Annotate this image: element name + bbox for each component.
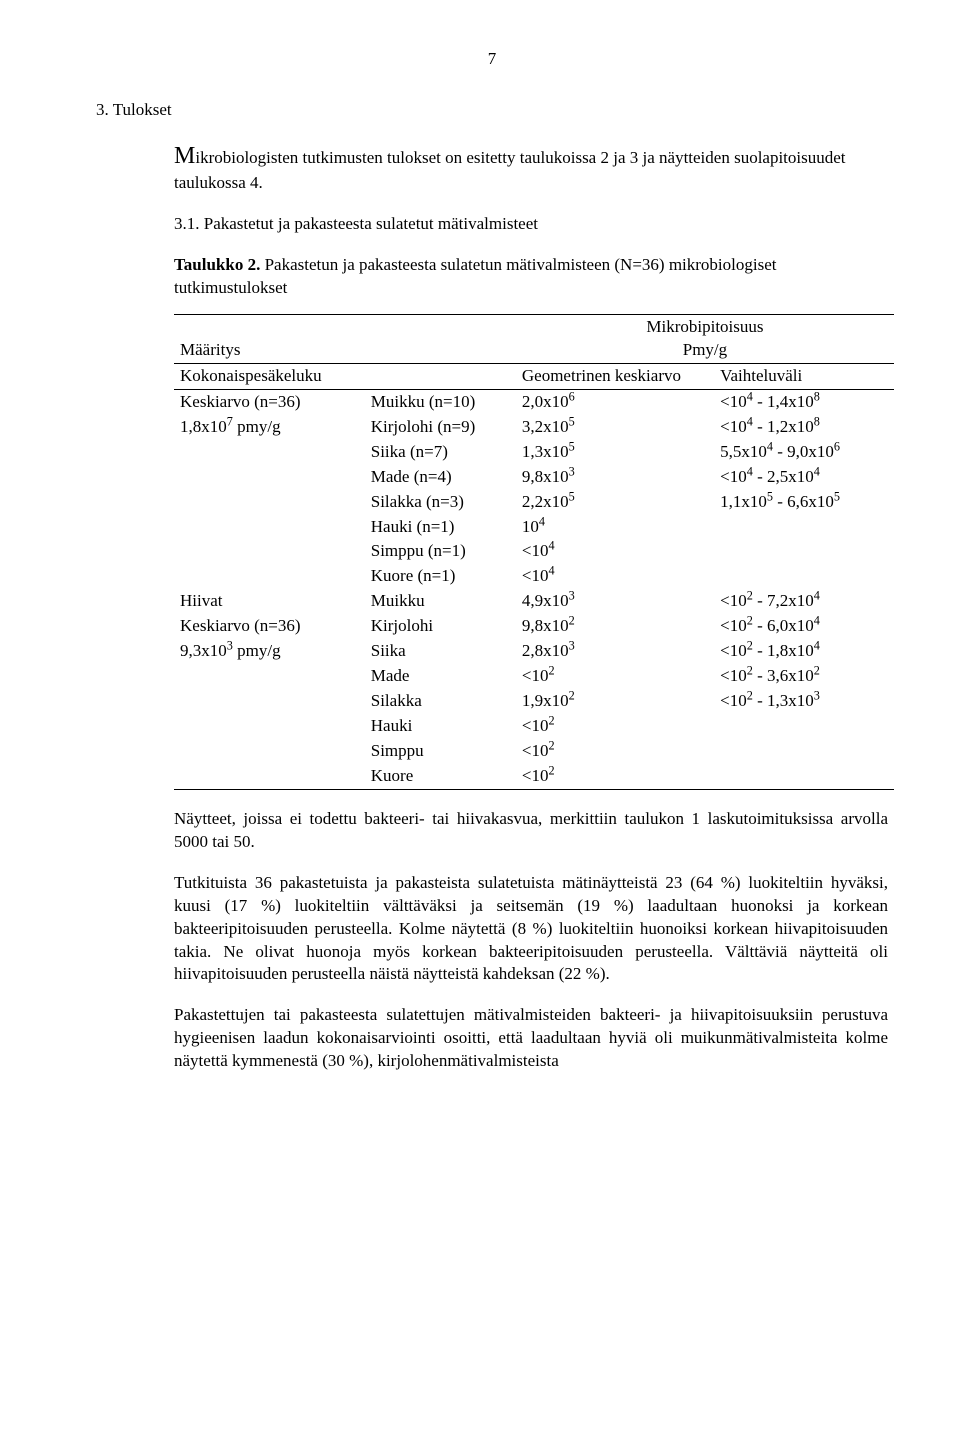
value: <102 [516,739,714,764]
page-number: 7 [96,48,888,71]
range: <104 - 1,4x108 [714,389,894,414]
section-title: Tulokset [113,100,172,119]
species: Muikku (n=10) [365,389,516,414]
value: 2,8x103 [516,639,714,664]
value: 2,0x106 [516,389,714,414]
sub-range: Vaihteluväli [714,363,894,389]
table-row: Simppu (n=1) <104 [174,539,894,564]
range: <104 - 2,5x104 [714,465,894,490]
species: Made (n=4) [365,465,516,490]
range: <102 - 6,0x104 [714,614,894,639]
table-row: 9,3x103 pmy/g Siika 2,8x103 <102 - 1,8x1… [174,639,894,664]
section-heading: 3. Tulokset [96,99,888,122]
value: <102 [516,714,714,739]
species: Simppu (n=1) [365,539,516,564]
table-row: Kuore <102 [174,764,894,789]
intro-text: ikrobiologisten tutkimusten tulokset on … [174,148,846,192]
value: 4,9x103 [516,589,714,614]
hdr-right: Mikrobipitoisuus Pmy/g [516,315,894,364]
range: <102 - 7,2x104 [714,589,894,614]
value: <104 [516,539,714,564]
table-row: Keskiarvo (n=36) Muikku (n=10) 2,0x106 <… [174,389,894,414]
species: Silakka (n=3) [365,490,516,515]
species: Kuore [365,764,516,789]
grp2-name: Hiivat [174,589,365,614]
drop-cap: M [174,143,195,169]
table-row: Made (n=4) 9,8x103 <104 - 2,5x104 [174,465,894,490]
hdr-right-1: Mikrobipitoisuus [646,317,763,336]
value: 9,8x102 [516,614,714,639]
species: Siika (n=7) [365,440,516,465]
species: Made [365,664,516,689]
paragraph-3: Tutkituista 36 pakastetuista ja pakastei… [174,872,888,987]
table-header-row: Määritys Mikrobipitoisuus Pmy/g [174,315,894,364]
species: Hauki [365,714,516,739]
table-row: Simppu <102 [174,739,894,764]
species: Hauki (n=1) [365,515,516,540]
range: 5,5x104 - 9,0x106 [714,440,894,465]
table-row: Made <102 <102 - 3,6x102 [174,664,894,689]
results-table: Määritys Mikrobipitoisuus Pmy/g Kokonais… [174,314,894,790]
table-row: Hauki (n=1) 104 [174,515,894,540]
value: 9,8x103 [516,465,714,490]
species: Simppu [365,739,516,764]
species: Muikku [365,589,516,614]
table-row: Silakka (n=3) 2,2x105 1,1x105 - 6,6x105 [174,490,894,515]
range: <102 - 3,6x102 [714,664,894,689]
table-row: Hiivat Muikku 4,9x103 <102 - 7,2x104 [174,589,894,614]
species: Kirjolohi (n=9) [365,415,516,440]
table-row: Silakka 1,9x102 <102 - 1,3x103 [174,689,894,714]
value: 2,2x105 [516,490,714,515]
table-caption: Taulukko 2. Pakastetun ja pakasteesta su… [174,254,888,300]
section-num: 3. [96,100,109,119]
grp1-pmy: 1,8x107 pmy/g [174,415,365,440]
sub-geo: Geometrinen keskiarvo [516,363,714,389]
value: 3,2x105 [516,415,714,440]
subsection-heading: 3.1. Pakastetut ja pakasteesta sulatetut… [174,213,888,236]
table-row: Kuore (n=1) <104 [174,564,894,589]
value: 104 [516,515,714,540]
table-row: Siika (n=7) 1,3x105 5,5x104 - 9,0x106 [174,440,894,465]
grp2-avg-label: Keskiarvo (n=36) [174,614,365,639]
hdr-left: Määritys [174,315,365,364]
range: 1,1x105 - 6,6x105 [714,490,894,515]
subheader-row: Kokonaispesäkeluku Geometrinen keskiarvo… [174,363,894,389]
table-row: Hauki <102 [174,714,894,739]
range: <104 - 1,2x108 [714,415,894,440]
value: <104 [516,564,714,589]
paragraph-2: Näytteet, joissa ei todettu bakteeri- ta… [174,808,888,854]
table-row: 1,8x107 pmy/g Kirjolohi (n=9) 3,2x105 <1… [174,415,894,440]
value: <102 [516,664,714,689]
value: 1,3x105 [516,440,714,465]
species: Silakka [365,689,516,714]
range: <102 - 1,3x103 [714,689,894,714]
hdr-spacer [365,315,516,364]
value: <102 [516,764,714,789]
table-row: Keskiarvo (n=36) Kirjolohi 9,8x102 <102 … [174,614,894,639]
paragraph-4: Pakastettujen tai pakasteesta sulatettuj… [174,1004,888,1073]
hdr-right-2: Pmy/g [683,340,727,359]
table-caption-text: Pakastetun ja pakasteesta sulatetun mäti… [174,255,777,297]
value: 1,9x102 [516,689,714,714]
species: Kirjolohi [365,614,516,639]
grp2-pmy: 9,3x103 pmy/g [174,639,365,664]
grp1-name: Kokonaispesäkeluku [174,363,365,389]
table-label: Taulukko 2. [174,255,260,274]
range: <102 - 1,8x104 [714,639,894,664]
grp1-avg-label: Keskiarvo (n=36) [174,389,365,414]
intro-paragraph: Mikrobiologisten tutkimusten tulokset on… [174,140,888,195]
species: Siika [365,639,516,664]
species: Kuore (n=1) [365,564,516,589]
